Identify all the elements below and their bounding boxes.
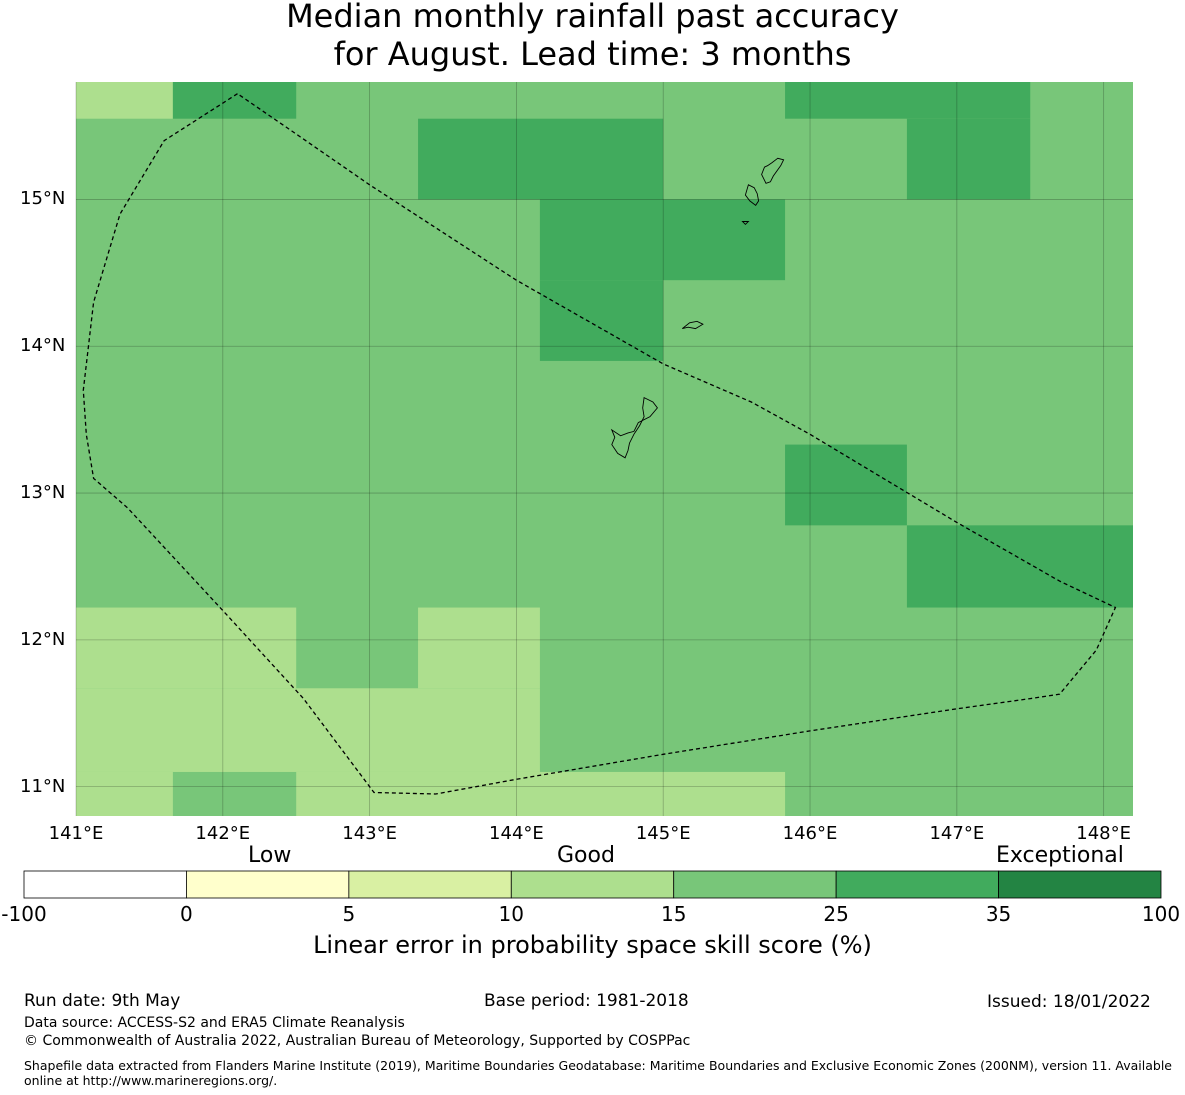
lat-tick-label: 15°N bbox=[20, 188, 66, 210]
colorbar bbox=[23, 870, 1162, 899]
map-title-line1: Median monthly rainfall past accuracy bbox=[286, 0, 899, 35]
colorbar-category-exceptional: Exceptional bbox=[996, 843, 1124, 868]
colorbar-tick-label: 25 bbox=[823, 902, 849, 926]
lon-tick-label: 142°E bbox=[195, 823, 251, 844]
eez-boundary bbox=[82, 93, 1117, 795]
copyright: © Commonwealth of Australia 2022, Austra… bbox=[24, 1033, 691, 1049]
island-outline bbox=[741, 221, 750, 226]
island-outline bbox=[744, 184, 760, 206]
colorbar-category-good: Good bbox=[557, 843, 615, 868]
shapefile-credit: Shapefile data extracted from Flanders M… bbox=[24, 1058, 1172, 1088]
skill-cell bbox=[76, 82, 173, 119]
run-date: Run date: 9th May bbox=[24, 991, 181, 1011]
colorbar-tick-label: 10 bbox=[498, 902, 525, 926]
skill-cell bbox=[172, 82, 297, 119]
island-outline bbox=[610, 396, 658, 459]
lon-tick-label: 144°E bbox=[489, 823, 544, 844]
colorbar-category-low: Low bbox=[248, 843, 292, 868]
colorbar-tick-label: 0 bbox=[180, 902, 193, 926]
lon-tick-label: 147°E bbox=[929, 823, 985, 844]
lon-tick-label: 141°E bbox=[48, 823, 104, 844]
lat-tick-label: 12°N bbox=[20, 628, 66, 650]
colorbar-swatch bbox=[835, 870, 999, 899]
skill-cell bbox=[539, 199, 786, 281]
skill-cell bbox=[539, 280, 664, 361]
issued-date: Issued: 18/01/2022 bbox=[987, 992, 1151, 1012]
lat-tick-label: 13°N bbox=[20, 482, 66, 504]
lon-tick-label: 146°E bbox=[782, 823, 838, 844]
colorbar-tick-label: 100 bbox=[1141, 902, 1181, 926]
skill-cell bbox=[906, 525, 1133, 608]
skill-cell bbox=[76, 771, 173, 816]
colorbar-tick-label: 15 bbox=[660, 902, 687, 926]
skill-cell bbox=[785, 444, 907, 526]
island-outline bbox=[682, 320, 704, 330]
skill-cell bbox=[76, 607, 297, 689]
colorbar-swatch bbox=[673, 870, 837, 899]
skill-cell bbox=[418, 607, 540, 689]
colorbar-label: Linear error in probability space skill … bbox=[313, 931, 872, 959]
lon-tick-label: 145°E bbox=[635, 823, 691, 844]
skill-cell bbox=[906, 118, 1031, 200]
colorbar-tick-label: -100 bbox=[1, 902, 47, 926]
skill-cell bbox=[296, 771, 786, 816]
lon-tick-label: 148°E bbox=[1076, 823, 1131, 844]
colorbar-swatch bbox=[23, 870, 187, 899]
map-title-line2: for August. Lead time: 3 months bbox=[333, 35, 852, 73]
lat-tick-label: 14°N bbox=[20, 335, 66, 357]
skill-cell bbox=[785, 82, 1031, 119]
colorbar-tick-label: 5 bbox=[342, 902, 356, 926]
island-outline bbox=[761, 157, 785, 184]
colorbar-swatch bbox=[186, 870, 350, 899]
skill-cell bbox=[418, 118, 664, 200]
colorbar-swatch bbox=[510, 870, 675, 899]
colorbar-tick-label: 35 bbox=[985, 902, 1012, 926]
lat-tick-label: 11°N bbox=[20, 775, 66, 797]
map-plot-area bbox=[75, 82, 1133, 816]
colorbar-swatch bbox=[998, 870, 1162, 899]
base-period: Base period: 1981-2018 bbox=[484, 991, 689, 1011]
colorbar-swatch bbox=[348, 870, 512, 899]
skill-cell bbox=[76, 688, 540, 772]
lon-tick-label: 143°E bbox=[342, 823, 397, 844]
data-source: Data source: ACCESS-S2 and ERA5 Climate … bbox=[24, 1015, 405, 1031]
